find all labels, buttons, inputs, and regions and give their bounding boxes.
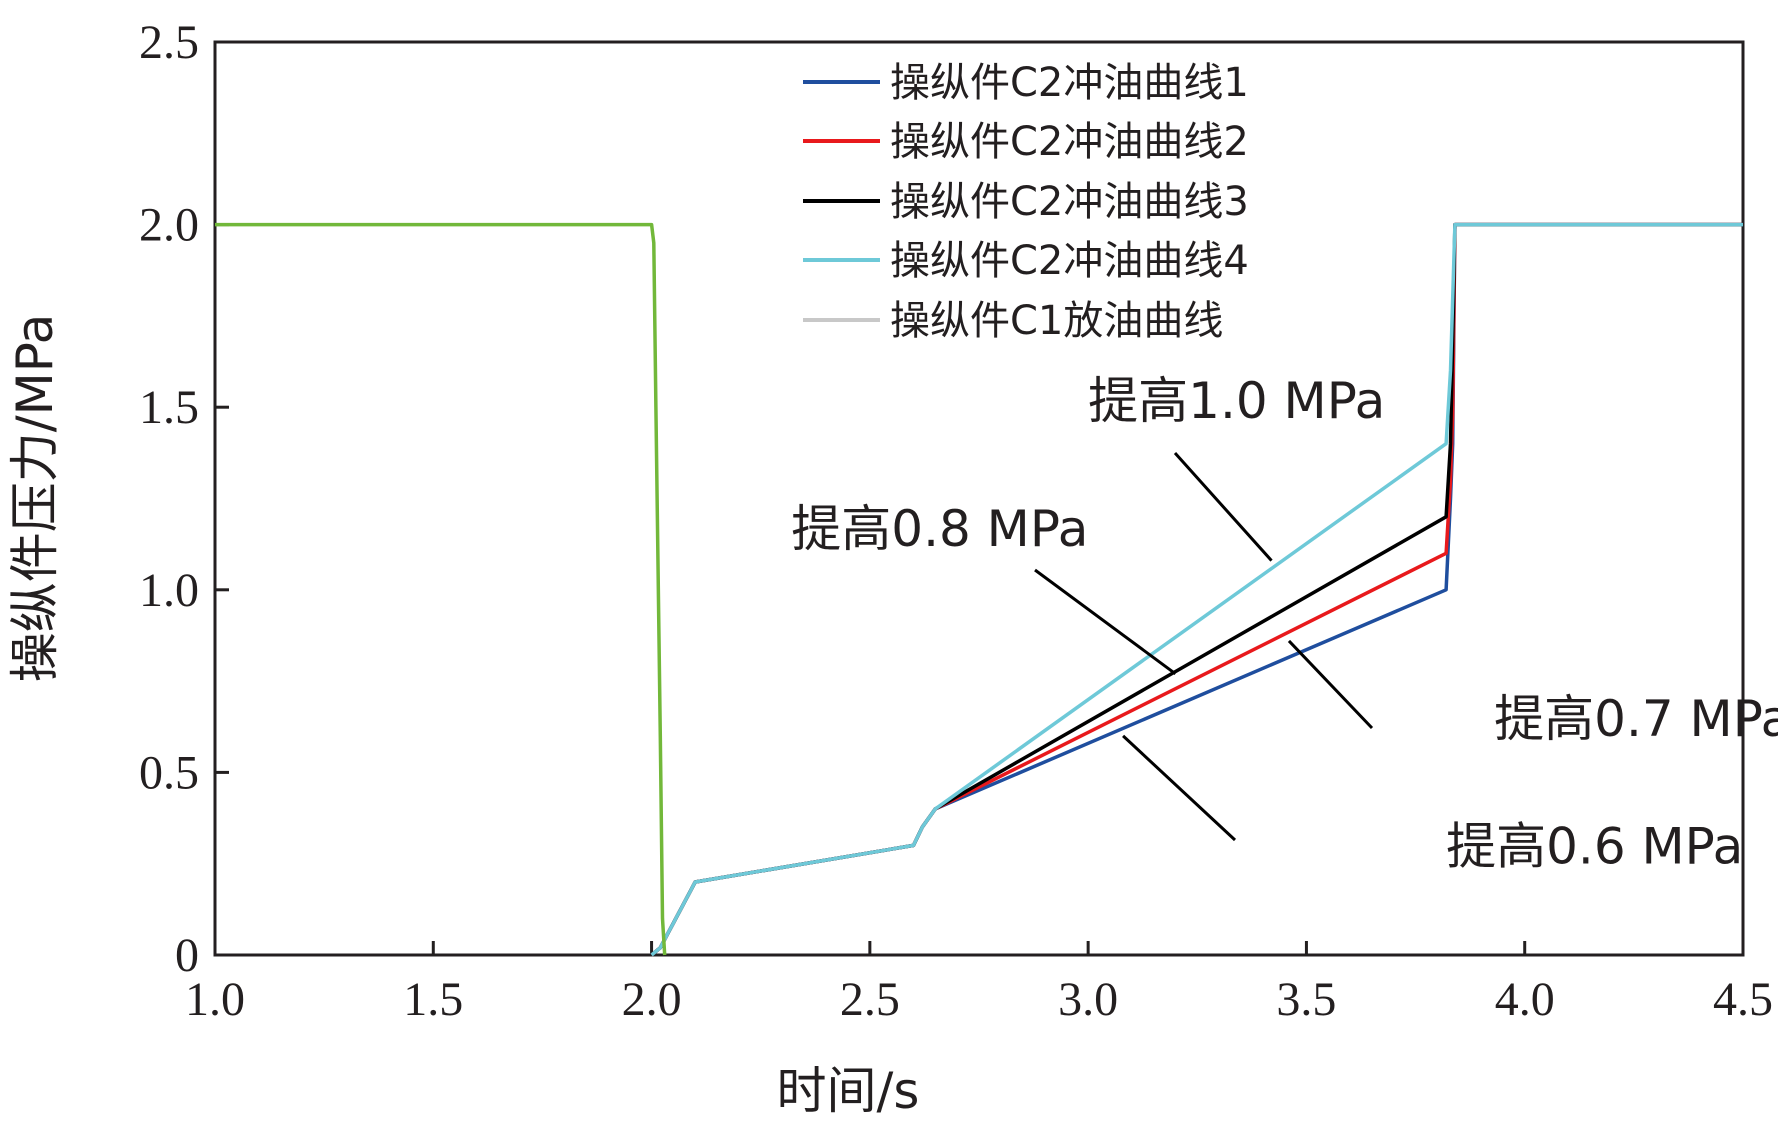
y-tick-label: 2.0 (139, 199, 199, 252)
y-tick-label: 0.5 (139, 746, 199, 799)
y-tick-label: 1.0 (139, 564, 199, 617)
annotation-layer: 提高1.0 MPa 提高0.8 MPa 提高0.7 MPa 提高0.6 MPa (791, 372, 1778, 876)
x-tick-label: 3.0 (1058, 973, 1118, 1026)
x-axis-title: 时间/s (777, 1062, 920, 1120)
x-tick-label: 2.5 (840, 973, 900, 1026)
annotation-label: 提高0.6 MPa (1446, 818, 1743, 876)
y-tick-label: 0 (175, 929, 199, 982)
annotation-leader-line (1122, 734, 1237, 842)
x-tick-label: 1.0 (185, 973, 245, 1026)
series-line-4 (650, 222, 1743, 957)
x-axis: 1.0 1.5 2.0 2.5 3.0 3.5 4.0 4.5 (185, 941, 1773, 1026)
series-line-6 (215, 222, 667, 956)
legend-label-series-2: 操纵件C2冲油曲线2 (890, 119, 1249, 165)
series-layer (215, 222, 1743, 957)
legend-label-series-3: 操纵件C2冲油曲线3 (890, 179, 1249, 225)
annotation-label: 提高0.8 MPa (791, 500, 1088, 558)
legend: 操纵件C2冲油曲线1 操纵件C2冲油曲线2 操纵件C2冲油曲线3 操纵件C2冲油… (803, 60, 1249, 344)
x-tick-label: 3.5 (1276, 973, 1336, 1026)
x-tick-label: 4.0 (1495, 973, 1555, 1026)
x-tick-label: 1.5 (403, 973, 463, 1026)
y-axis-title: 操纵件压力/MPa (6, 314, 64, 683)
x-tick-label: 2.0 (622, 973, 682, 1026)
annotation-leader-line (1287, 639, 1374, 730)
y-tick-label: 2.5 (139, 16, 199, 69)
annotation-leader-line (1034, 568, 1177, 676)
y-tick-label: 1.5 (139, 381, 199, 434)
legend-label-series-1: 操纵件C2冲油曲线1 (890, 60, 1249, 106)
annotation-leader-line (1173, 451, 1273, 562)
legend-label-series-4: 操纵件C2冲油曲线4 (890, 238, 1249, 284)
plot-frame (213, 40, 1745, 957)
x-tick-label: 4.5 (1713, 973, 1773, 1026)
y-axis: 0 0.5 1.0 1.5 2.0 2.5 (139, 16, 229, 982)
annotation-label: 提高0.7 MPa (1494, 690, 1778, 748)
annotation-label: 提高1.0 MPa (1088, 372, 1385, 430)
legend-label-series-5: 操纵件C1放油曲线 (890, 298, 1223, 344)
